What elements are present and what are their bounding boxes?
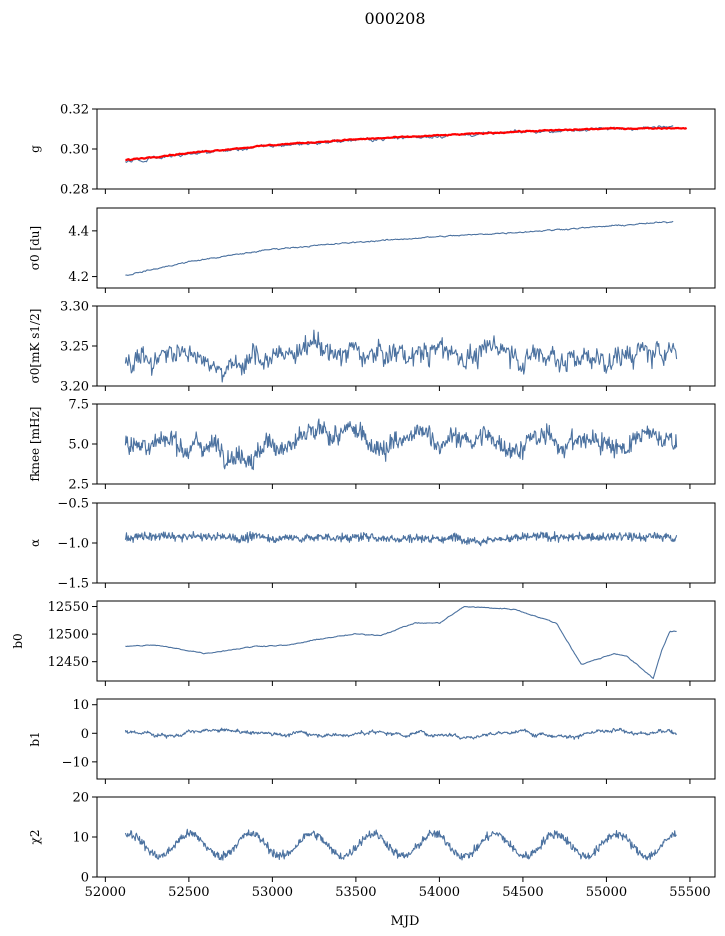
y-tick-label: 10 <box>72 831 89 846</box>
x-tick-label: 55500 <box>669 885 710 900</box>
axes-frame <box>96 502 716 584</box>
y-tick-label: 10 <box>72 698 89 713</box>
axes-frame <box>96 108 716 190</box>
y-tick-label: 12500 <box>48 628 89 643</box>
y-tick-label: 2.5 <box>68 478 89 493</box>
y-tick-label: 0.30 <box>60 143 89 158</box>
y-tick-label: 5.0 <box>68 438 89 453</box>
axes-frame <box>96 600 716 682</box>
series-line-1 <box>125 220 674 276</box>
y-tick-label: 4.2 <box>68 270 89 285</box>
y-tick-label: 0.28 <box>60 183 89 198</box>
subplot-6: 12450 12500 12550 b0 <box>11 600 716 686</box>
x-tick-label: 54500 <box>502 885 543 900</box>
y-tick-label: 7.5 <box>68 398 89 413</box>
series-line-1 <box>125 125 674 163</box>
series-line-1 <box>124 530 678 547</box>
y-axis-label: b1 <box>28 731 42 746</box>
series-line-1 <box>125 606 677 679</box>
y-axis-label: χ2 <box>28 830 42 845</box>
series-line-1 <box>124 329 678 383</box>
subplot-1: 0.28 0.30 0.32 g <box>28 103 716 198</box>
x-tick-label: 53000 <box>252 885 293 900</box>
y-tick-label: 0 <box>81 727 89 742</box>
plot-area <box>124 530 678 547</box>
subplot-5: −1.5 −1.0 −0.5 α <box>28 497 716 592</box>
y-tick-label: −1.0 <box>57 537 89 552</box>
y-tick-label: −10 <box>62 755 89 770</box>
plot-area <box>125 125 688 163</box>
axes-frame <box>96 698 716 780</box>
y-axis-label: g <box>28 145 42 153</box>
x-axis-label: MJD <box>391 914 420 929</box>
subplot-4: 2.5 5.0 7.5 fknee [mHz] <box>28 398 716 493</box>
plot-area <box>124 418 678 471</box>
y-tick-label: −1.5 <box>57 577 89 592</box>
y-tick-label: 0 <box>81 871 89 886</box>
y-axis-label: σ0[mK s1/2] <box>28 309 42 384</box>
x-tick-label: 52000 <box>85 885 126 900</box>
series-line-2 <box>125 126 688 162</box>
y-tick-label: 12450 <box>48 655 89 670</box>
y-tick-label: 3.20 <box>60 380 89 395</box>
plot-area <box>124 329 678 383</box>
y-tick-label: 12550 <box>48 600 89 615</box>
series-line-1 <box>124 418 678 471</box>
y-tick-label: 0.32 <box>60 103 89 118</box>
y-axis-label: σ0 [du] <box>28 226 42 270</box>
y-axis-label: fknee [mHz] <box>28 407 42 482</box>
y-axis-label: α <box>28 539 42 547</box>
axes-frame <box>96 207 716 289</box>
x-tick-label: 52500 <box>168 885 209 900</box>
y-tick-label: 3.30 <box>60 300 89 315</box>
subplot-3: 3.20 3.25 3.30 σ0[mK s1/2] <box>28 300 716 395</box>
y-tick-label: 4.4 <box>68 224 89 239</box>
series-line-1 <box>124 727 678 740</box>
x-tick-label: 55000 <box>586 885 627 900</box>
subplot-7: −10 0 10 b1 <box>28 698 716 784</box>
x-tick-label: 54000 <box>419 885 460 900</box>
subplot-stack: 0.28 0.30 0.32 g 4.2 4.4 σ0 [du] 3.20 3.25 3.30 σ0… <box>11 103 716 900</box>
plot-area <box>125 606 677 679</box>
subplot-8: 52000 52500 53000 53500 54000 54500 55000 55500… <box>28 791 716 900</box>
figure-title: 000208 <box>364 9 425 28</box>
y-axis-label: b0 <box>11 633 25 648</box>
plot-area <box>124 727 678 740</box>
plot-area <box>124 828 677 861</box>
x-tick-label: 53500 <box>335 885 376 900</box>
plot-area <box>125 220 674 276</box>
series-line-1 <box>124 828 677 861</box>
y-tick-label: 3.25 <box>60 340 89 355</box>
subplot-2: 4.2 4.4 σ0 [du] <box>28 207 716 293</box>
y-tick-label: −0.5 <box>57 497 89 512</box>
y-tick-label: 20 <box>72 791 89 806</box>
